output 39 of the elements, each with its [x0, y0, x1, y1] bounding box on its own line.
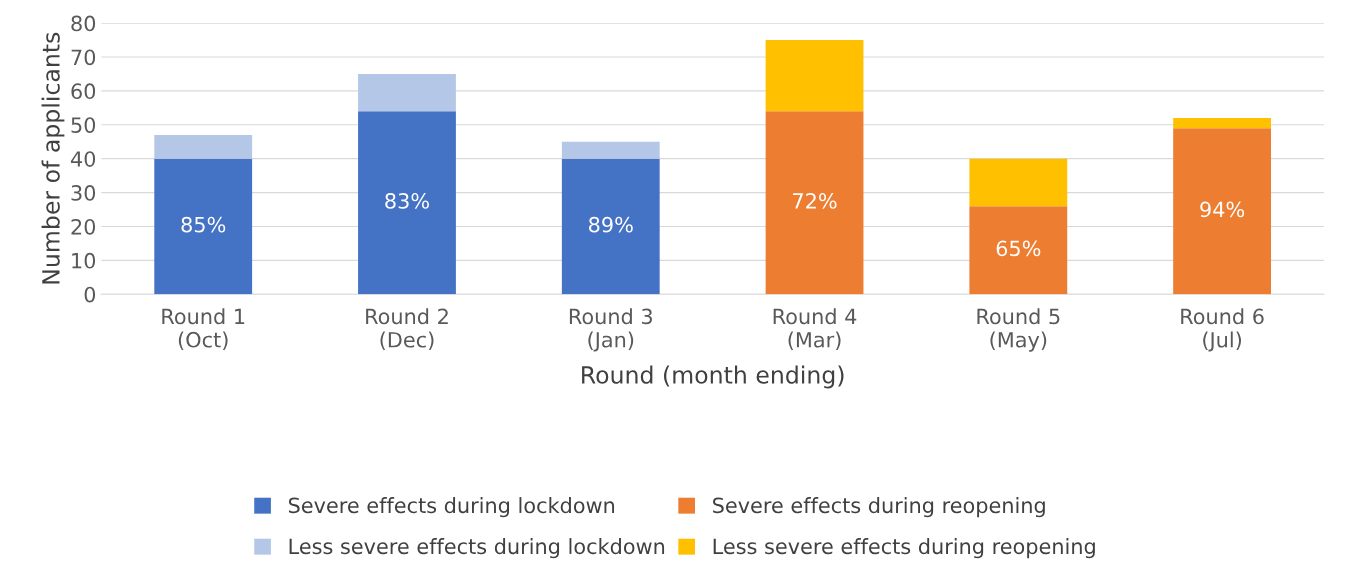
bar: [154, 134, 253, 159]
x-tick-label: Round 3 (Jan): [569, 308, 652, 352]
bar: [154, 158, 253, 295]
y-tick-label: 10: [72, 252, 96, 269]
x-tick-label: Round 4 (Mar): [773, 308, 857, 351]
bar: [1173, 118, 1271, 129]
y-tick-label: 40: [70, 151, 96, 167]
y-tick-label: 0: [84, 286, 96, 303]
y-tick-label: 70: [71, 49, 96, 66]
x-tick-label: Round 6 (Jul): [1181, 308, 1264, 352]
annotation: 94%: [1200, 201, 1245, 218]
legend-label: Less severe effects during reopening: [713, 538, 1095, 559]
x-tick-label: Round 2 (Dec): [366, 308, 448, 351]
y-tick-label: 30: [71, 185, 96, 201]
annotation: 85%: [181, 216, 226, 233]
bar: [765, 111, 864, 295]
legend-label: Less severe effects during lockdown: [289, 538, 665, 559]
legend-label: Severe effects during reopening: [713, 497, 1045, 518]
y-tick-label: 60: [71, 83, 96, 100]
bar: [561, 158, 660, 295]
x-tick-label: Round 1 (Oct): [162, 308, 245, 351]
annotation: 83%: [385, 193, 429, 209]
bar: [765, 40, 864, 112]
legend-label: Severe effects during lockdown: [288, 497, 615, 518]
bar: [358, 73, 456, 112]
bar: [969, 158, 1068, 207]
x-axis-title: Round (month ending): [582, 365, 844, 389]
y-tick-label: 20: [71, 218, 96, 235]
y-axis-title: Number of applicants: [41, 32, 65, 284]
y-tick-label: 50: [71, 117, 96, 133]
x-tick-label: Round 5 (May): [977, 308, 1060, 352]
annotation: 72%: [793, 193, 837, 209]
bar: [1173, 128, 1271, 295]
bar: [358, 111, 456, 295]
bar: [561, 141, 660, 159]
y-tick-label: 80: [71, 15, 96, 32]
annotation: 65%: [996, 240, 1041, 257]
annotation: 89%: [589, 216, 633, 233]
bar: [969, 206, 1068, 295]
